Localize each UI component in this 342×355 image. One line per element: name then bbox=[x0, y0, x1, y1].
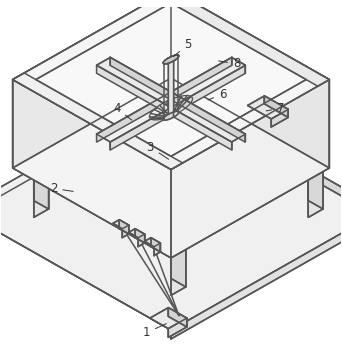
Text: 8: 8 bbox=[219, 58, 240, 70]
Polygon shape bbox=[171, 81, 186, 131]
Text: 3: 3 bbox=[147, 141, 169, 159]
Polygon shape bbox=[163, 55, 179, 64]
Polygon shape bbox=[13, 73, 183, 169]
Polygon shape bbox=[171, 90, 342, 219]
Text: 1: 1 bbox=[143, 324, 166, 339]
Polygon shape bbox=[151, 238, 160, 252]
Polygon shape bbox=[156, 81, 186, 97]
Polygon shape bbox=[271, 109, 288, 127]
Polygon shape bbox=[150, 308, 187, 329]
Polygon shape bbox=[119, 220, 129, 234]
Polygon shape bbox=[248, 96, 288, 119]
Text: 7: 7 bbox=[266, 102, 285, 115]
Polygon shape bbox=[0, 90, 342, 330]
Polygon shape bbox=[110, 58, 246, 142]
Polygon shape bbox=[156, 236, 186, 253]
Polygon shape bbox=[308, 167, 323, 217]
Polygon shape bbox=[129, 229, 145, 238]
Polygon shape bbox=[145, 238, 160, 247]
Polygon shape bbox=[171, 245, 186, 295]
Polygon shape bbox=[34, 158, 49, 209]
Polygon shape bbox=[96, 65, 232, 150]
Polygon shape bbox=[171, 236, 186, 287]
Polygon shape bbox=[154, 243, 160, 256]
Polygon shape bbox=[171, 0, 329, 168]
Polygon shape bbox=[171, 80, 329, 258]
Polygon shape bbox=[13, 0, 171, 168]
Polygon shape bbox=[34, 167, 49, 217]
Polygon shape bbox=[96, 58, 246, 142]
Polygon shape bbox=[19, 158, 49, 175]
Polygon shape bbox=[138, 234, 145, 246]
Polygon shape bbox=[159, 0, 329, 86]
Polygon shape bbox=[308, 158, 323, 209]
Polygon shape bbox=[264, 96, 288, 118]
Polygon shape bbox=[168, 318, 187, 338]
Polygon shape bbox=[13, 0, 183, 86]
Text: 4: 4 bbox=[113, 102, 132, 120]
Text: 6: 6 bbox=[208, 88, 226, 101]
Polygon shape bbox=[168, 55, 179, 117]
Polygon shape bbox=[171, 210, 342, 339]
Polygon shape bbox=[13, 80, 171, 258]
Polygon shape bbox=[13, 78, 329, 258]
Polygon shape bbox=[110, 65, 246, 150]
Polygon shape bbox=[113, 220, 129, 229]
Polygon shape bbox=[159, 73, 329, 169]
Text: 5: 5 bbox=[173, 38, 192, 56]
Polygon shape bbox=[163, 58, 174, 120]
Polygon shape bbox=[96, 58, 246, 142]
Polygon shape bbox=[122, 225, 129, 237]
Polygon shape bbox=[168, 308, 187, 327]
Polygon shape bbox=[293, 158, 323, 175]
Text: 2: 2 bbox=[50, 182, 73, 195]
Polygon shape bbox=[171, 89, 186, 140]
Polygon shape bbox=[13, 0, 329, 169]
Polygon shape bbox=[96, 58, 232, 142]
Polygon shape bbox=[135, 229, 145, 243]
